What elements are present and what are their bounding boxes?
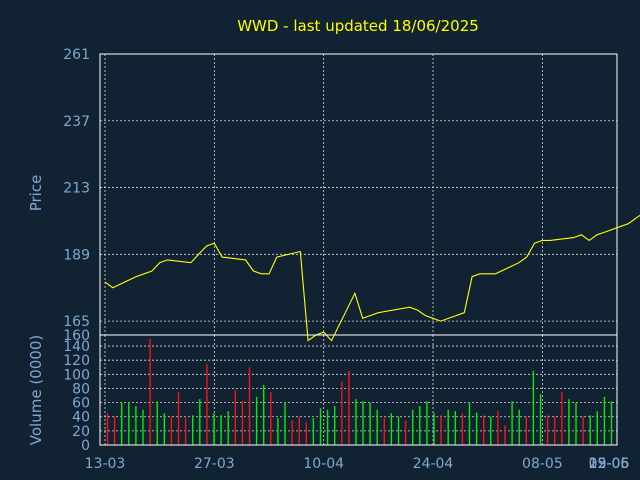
- date-tick-label: 13-03: [85, 456, 126, 472]
- price-frame: [99, 53, 618, 336]
- date-tick-label: 19-06: [589, 456, 630, 472]
- price-tick-label: 165: [63, 314, 90, 330]
- volume-tick-label: 80: [72, 381, 90, 397]
- volume-axis-label: Volume (0000): [27, 335, 45, 445]
- volume-tick-label: 120: [63, 353, 90, 369]
- date-tick-label: 22-05: [589, 456, 630, 472]
- price-tick-label: 261: [63, 47, 90, 63]
- price-tick-label: 160: [63, 328, 90, 344]
- date-tick-label: 10-04: [303, 456, 344, 472]
- price-tick-label: 189: [63, 247, 90, 263]
- chart-title: WWD - last updated 18/06/2025: [237, 17, 479, 35]
- volume-tick-label: 140: [63, 339, 90, 355]
- volume-grid: [100, 335, 617, 445]
- volume-tick-label: 60: [72, 396, 90, 412]
- price-tick-label: 237: [63, 114, 90, 130]
- volume-bars: [106, 339, 613, 445]
- price-series-line: [104, 214, 640, 342]
- date-tick-label: 08-05: [522, 456, 563, 472]
- volume-frame: [99, 334, 618, 446]
- volume-tick-label: 100: [63, 367, 90, 383]
- price-grid: [100, 54, 617, 335]
- volume-tick-label: 40: [72, 410, 90, 426]
- date-tick-label: 24-04: [413, 456, 454, 472]
- date-tick-label: 05-06: [589, 456, 630, 472]
- volume-tick-label: 20: [72, 424, 90, 440]
- volume-tick-label: 0: [81, 438, 90, 454]
- price-axis-label: Price: [27, 175, 45, 212]
- date-tick-label: 27-03: [194, 456, 235, 472]
- price-tick-label: 213: [63, 181, 90, 197]
